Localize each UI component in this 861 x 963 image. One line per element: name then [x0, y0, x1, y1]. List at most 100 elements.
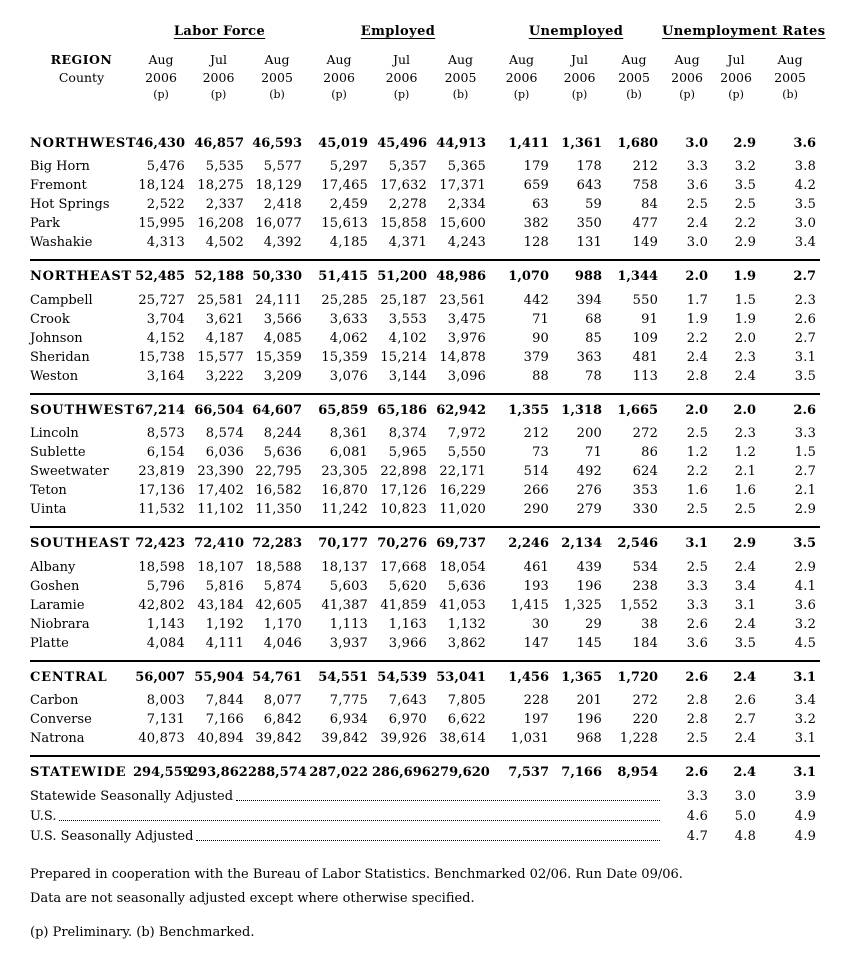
- value-cell: 3.0: [685, 135, 709, 151]
- county-row: Crook 3,704 3,621 3,566 3,633 3,553 3,475 71 68 9…: [30, 310, 820, 329]
- value-cell: 45,496: [377, 135, 428, 151]
- value-cell: 3.3: [794, 426, 817, 441]
- period-mark: (b): [782, 88, 798, 101]
- value-cell: 24,111: [255, 292, 303, 308]
- value-cell: 3,475: [447, 311, 487, 327]
- group-header-unemployment-rates: Unemployment Rates: [662, 24, 825, 51]
- value-cell: 131: [576, 235, 603, 250]
- value-cell: 2,459: [329, 197, 369, 212]
- value-cell: 52,485: [135, 269, 185, 284]
- value-cell: 3.6: [686, 635, 709, 651]
- rate-cell: 3.9: [794, 789, 817, 804]
- value-cell: 3.4: [734, 578, 757, 594]
- value-cell: 17,632: [380, 178, 428, 193]
- period-year: 2006: [202, 69, 235, 85]
- value-cell: 41,387: [321, 597, 369, 613]
- county-name-cell: Niobrara: [30, 616, 90, 632]
- value-cell: 2.2: [734, 216, 757, 231]
- value-cell: 2.5: [734, 197, 757, 212]
- county-row: Sublette 6,154 6,036 5,636 6,081 5,965 5,550 73…: [30, 444, 820, 463]
- value-cell: 3.8: [794, 159, 817, 174]
- value-cell: 2.5: [734, 502, 757, 517]
- value-cell: 1,325: [563, 597, 603, 613]
- value-cell: 294,559: [133, 765, 192, 780]
- county-name-cell: Platte: [30, 635, 69, 651]
- county-row: Sweetwater 23,819 23,390 22,795 23,305 22,898…: [30, 463, 820, 482]
- value-cell: 1,680: [617, 135, 659, 151]
- value-cell: 40,873: [138, 731, 185, 746]
- value-cell: 2.7: [794, 464, 817, 479]
- value-cell: 5,365: [447, 159, 487, 174]
- county-row: Goshen 5,796 5,816 5,874 5,603 5,620 5,636 193 1…: [30, 577, 820, 596]
- value-cell: 2,134: [561, 536, 603, 551]
- county-name-cell: Laramie: [30, 597, 85, 613]
- period-month: Aug: [508, 52, 535, 67]
- county-row: Hot Springs 2,522 2,337 2,418 2,459 2,278 2,33…: [30, 196, 820, 215]
- value-cell: 128: [523, 235, 550, 250]
- labor-statistics-table: Labor Force Employed Unemployed Unemploy…: [30, 24, 825, 853]
- group-header-row: Labor Force Employed Unemployed Unemploy…: [30, 24, 825, 51]
- value-cell: 2,278: [388, 197, 428, 212]
- county-row: Laramie 42,802 43,184 42,605 41,387 41,859 41,…: [30, 596, 820, 615]
- county-name-cell: Sheridan: [30, 349, 90, 365]
- value-cell: 15,359: [321, 349, 369, 365]
- column-header: Aug 2006 (p): [133, 51, 189, 128]
- value-cell: 3.4: [794, 693, 817, 708]
- value-cell: 7,805: [447, 693, 487, 708]
- value-cell: 330: [632, 502, 659, 517]
- county-row: Albany 18,598 18,107 18,588 18,137 17,668 18,0…: [30, 558, 820, 577]
- value-cell: 25,727: [138, 292, 185, 308]
- value-cell: 39,842: [255, 731, 303, 746]
- value-cell: 7,775: [329, 693, 369, 708]
- value-cell: 5,603: [329, 578, 369, 594]
- value-cell: 220: [632, 712, 659, 727]
- value-cell: 534: [632, 559, 659, 575]
- region-total-row: CENTRAL 56,007 55,904 54,761 54,551 54,539 53,…: [30, 661, 820, 692]
- value-cell: 2.0: [685, 269, 709, 284]
- value-cell: 29: [585, 616, 603, 632]
- period-mark: (p): [153, 88, 169, 101]
- value-cell: 2.9: [733, 135, 757, 151]
- value-cell: 8,574: [205, 426, 244, 441]
- period-month: Aug: [621, 52, 647, 67]
- value-cell: 11,242: [321, 502, 369, 517]
- value-cell: 3.2: [794, 712, 817, 727]
- value-cell: 2,246: [508, 536, 550, 551]
- value-cell: 17,668: [380, 559, 428, 575]
- period-year: 2005: [618, 69, 650, 85]
- value-cell: 15,600: [439, 216, 487, 231]
- column-header: Jul 2006 (p): [372, 51, 431, 128]
- column-header: Aug 2005 (b): [248, 51, 306, 128]
- footnotes: Prepared in cooperation with the Bureau …: [30, 867, 835, 940]
- value-cell: 25,187: [380, 292, 428, 308]
- value-cell: 193: [523, 578, 550, 594]
- dot-leader: [196, 840, 661, 841]
- value-cell: 4,111: [205, 635, 244, 651]
- value-cell: 50,330: [252, 269, 303, 284]
- value-cell: 2,522: [146, 197, 185, 212]
- region-total-row: NORTHEAST 52,485 52,188 50,330 51,415 51,200 4…: [30, 260, 820, 291]
- value-cell: 4,502: [205, 235, 244, 250]
- value-cell: 18,124: [138, 178, 185, 193]
- value-cell: 624: [632, 464, 659, 479]
- value-cell: 2.7: [734, 712, 757, 727]
- value-cell: 64,607: [252, 402, 303, 418]
- value-cell: 42,605: [255, 597, 303, 613]
- value-cell: 5,535: [205, 159, 244, 174]
- value-cell: 51,415: [318, 269, 369, 284]
- rate-cell: 4.7: [686, 829, 709, 844]
- region-county-header: REGION County: [30, 51, 133, 128]
- value-cell: 272: [632, 693, 659, 708]
- adjusted-rate-row: Statewide Seasonally Adjusted 3.3 3.0 3.9: [30, 787, 820, 807]
- leader-wrap: Statewide Seasonally Adjusted: [30, 790, 662, 804]
- value-cell: 5,550: [447, 445, 487, 460]
- period-year: 2006: [720, 69, 752, 85]
- value-cell: 4,152: [146, 330, 185, 346]
- value-cell: 1,355: [508, 402, 550, 418]
- period-month: Aug: [447, 52, 474, 67]
- value-cell: 15,359: [255, 349, 303, 365]
- value-cell: 2.0: [685, 402, 709, 418]
- value-cell: 212: [523, 426, 550, 441]
- region-name-cell: CENTRAL: [30, 669, 108, 685]
- value-cell: 88: [532, 368, 550, 384]
